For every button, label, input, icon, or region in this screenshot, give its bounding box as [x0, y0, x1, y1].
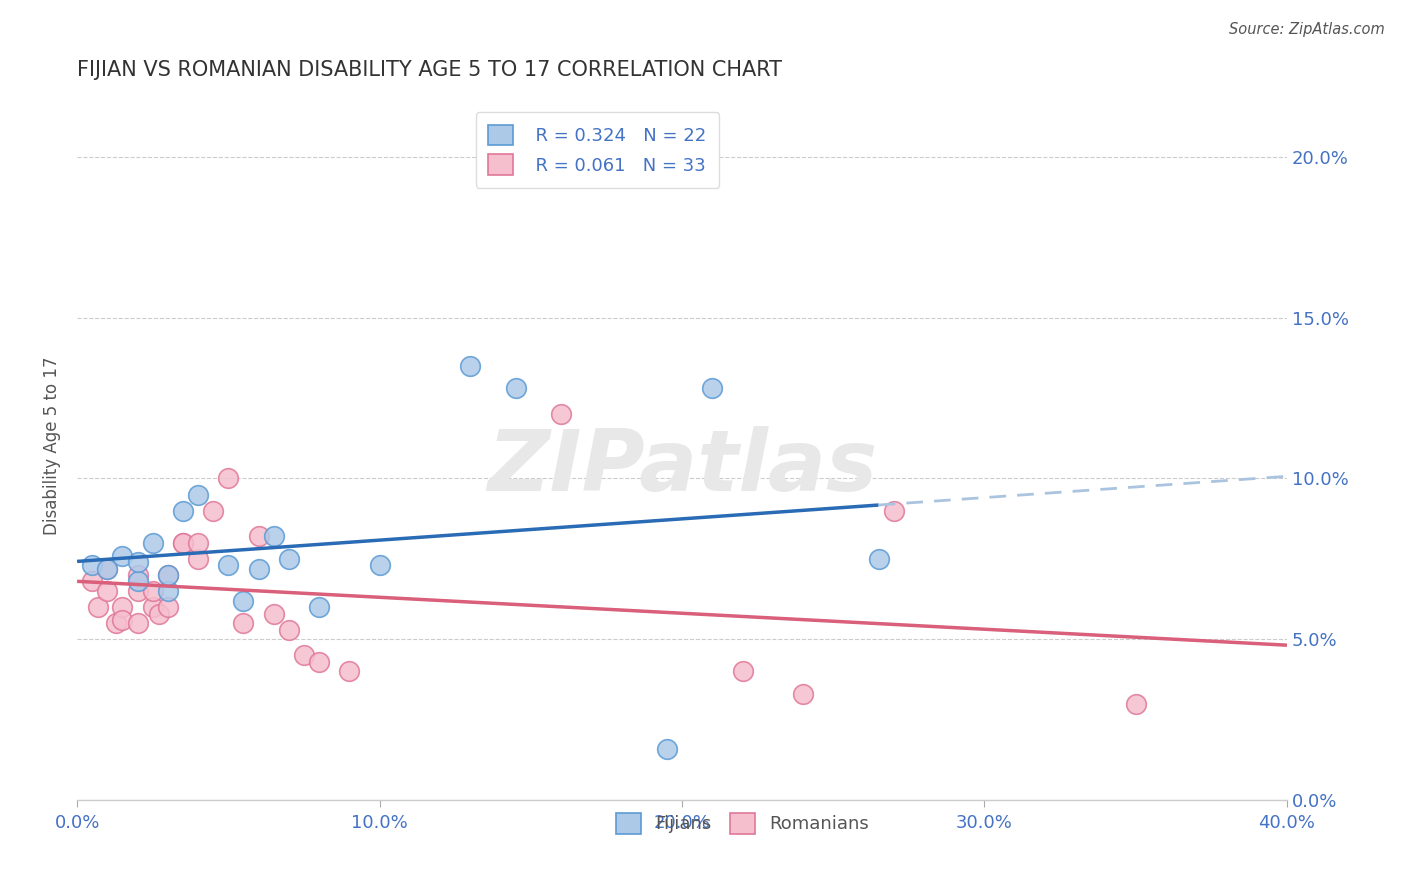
- Point: [232, 616, 254, 631]
- Point: [148, 607, 170, 621]
- Point: [142, 584, 165, 599]
- Y-axis label: Disability Age 5 to 17: Disability Age 5 to 17: [44, 357, 60, 535]
- Point: [792, 687, 814, 701]
- Point: [202, 503, 225, 517]
- Point: [187, 487, 209, 501]
- Point: [172, 503, 194, 517]
- Point: [82, 574, 104, 589]
- Point: [217, 471, 239, 485]
- Legend: Fijians, Romanians: Fijians, Romanians: [616, 813, 869, 834]
- Point: [82, 558, 104, 573]
- Point: [655, 741, 678, 756]
- Point: [292, 648, 315, 663]
- Point: [187, 535, 209, 549]
- Point: [127, 616, 149, 631]
- Point: [263, 529, 285, 543]
- Point: [702, 381, 724, 395]
- Point: [156, 600, 179, 615]
- Point: [187, 552, 209, 566]
- Point: [247, 561, 270, 575]
- Point: [111, 549, 134, 563]
- Point: [868, 552, 890, 566]
- Point: [96, 561, 118, 575]
- Point: [263, 607, 285, 621]
- Point: [550, 407, 572, 421]
- Point: [142, 600, 165, 615]
- Point: [247, 529, 270, 543]
- Point: [87, 600, 110, 615]
- Point: [172, 535, 194, 549]
- Point: [217, 558, 239, 573]
- Point: [277, 552, 299, 566]
- Point: [111, 600, 134, 615]
- Point: [277, 623, 299, 637]
- Point: [172, 535, 194, 549]
- Text: ZIPatlas: ZIPatlas: [486, 426, 877, 509]
- Point: [156, 568, 179, 582]
- Point: [156, 584, 179, 599]
- Point: [105, 616, 128, 631]
- Point: [127, 568, 149, 582]
- Point: [368, 558, 391, 573]
- Point: [337, 665, 360, 679]
- Point: [96, 561, 118, 575]
- Point: [127, 574, 149, 589]
- Point: [127, 584, 149, 599]
- Point: [156, 568, 179, 582]
- Point: [1125, 697, 1147, 711]
- Point: [308, 600, 330, 615]
- Point: [731, 665, 754, 679]
- Point: [458, 359, 481, 373]
- Point: [505, 381, 527, 395]
- Point: [111, 613, 134, 627]
- Point: [883, 503, 905, 517]
- Point: [96, 584, 118, 599]
- Point: [142, 535, 165, 549]
- Text: FIJIAN VS ROMANIAN DISABILITY AGE 5 TO 17 CORRELATION CHART: FIJIAN VS ROMANIAN DISABILITY AGE 5 TO 1…: [77, 60, 782, 79]
- Point: [232, 593, 254, 607]
- Text: Source: ZipAtlas.com: Source: ZipAtlas.com: [1229, 22, 1385, 37]
- Point: [308, 655, 330, 669]
- Point: [127, 555, 149, 569]
